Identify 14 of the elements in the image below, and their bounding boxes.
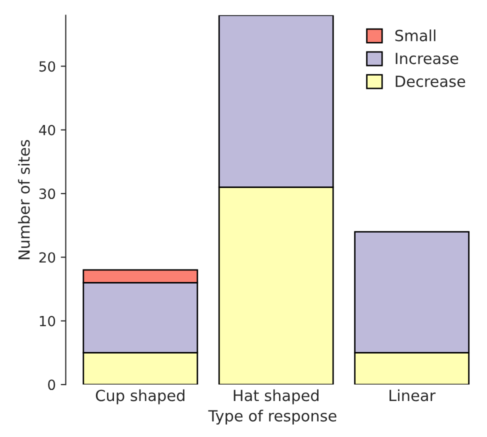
y-axis-title: Number of sites — [18, 140, 30, 260]
legend-label: Small — [395, 30, 436, 42]
x-tick-label: Linear — [390, 389, 436, 402]
y-tick-label: 50 — [39, 61, 56, 72]
y-tick-label: 10 — [40, 316, 56, 326]
y-tick-label: 40 — [39, 124, 56, 136]
legend-label: Increase — [396, 52, 458, 64]
y-tick-label: 0 — [48, 380, 56, 390]
legend-label: Decrease — [396, 76, 466, 88]
y-tick-label: 20 — [39, 252, 56, 263]
x-axis-title: Type of response — [208, 410, 336, 425]
x-tick-label: Cup shaped — [96, 389, 184, 404]
x-tick-label: Hat shaped — [234, 389, 318, 404]
y-tick-label: 30 — [39, 188, 56, 200]
